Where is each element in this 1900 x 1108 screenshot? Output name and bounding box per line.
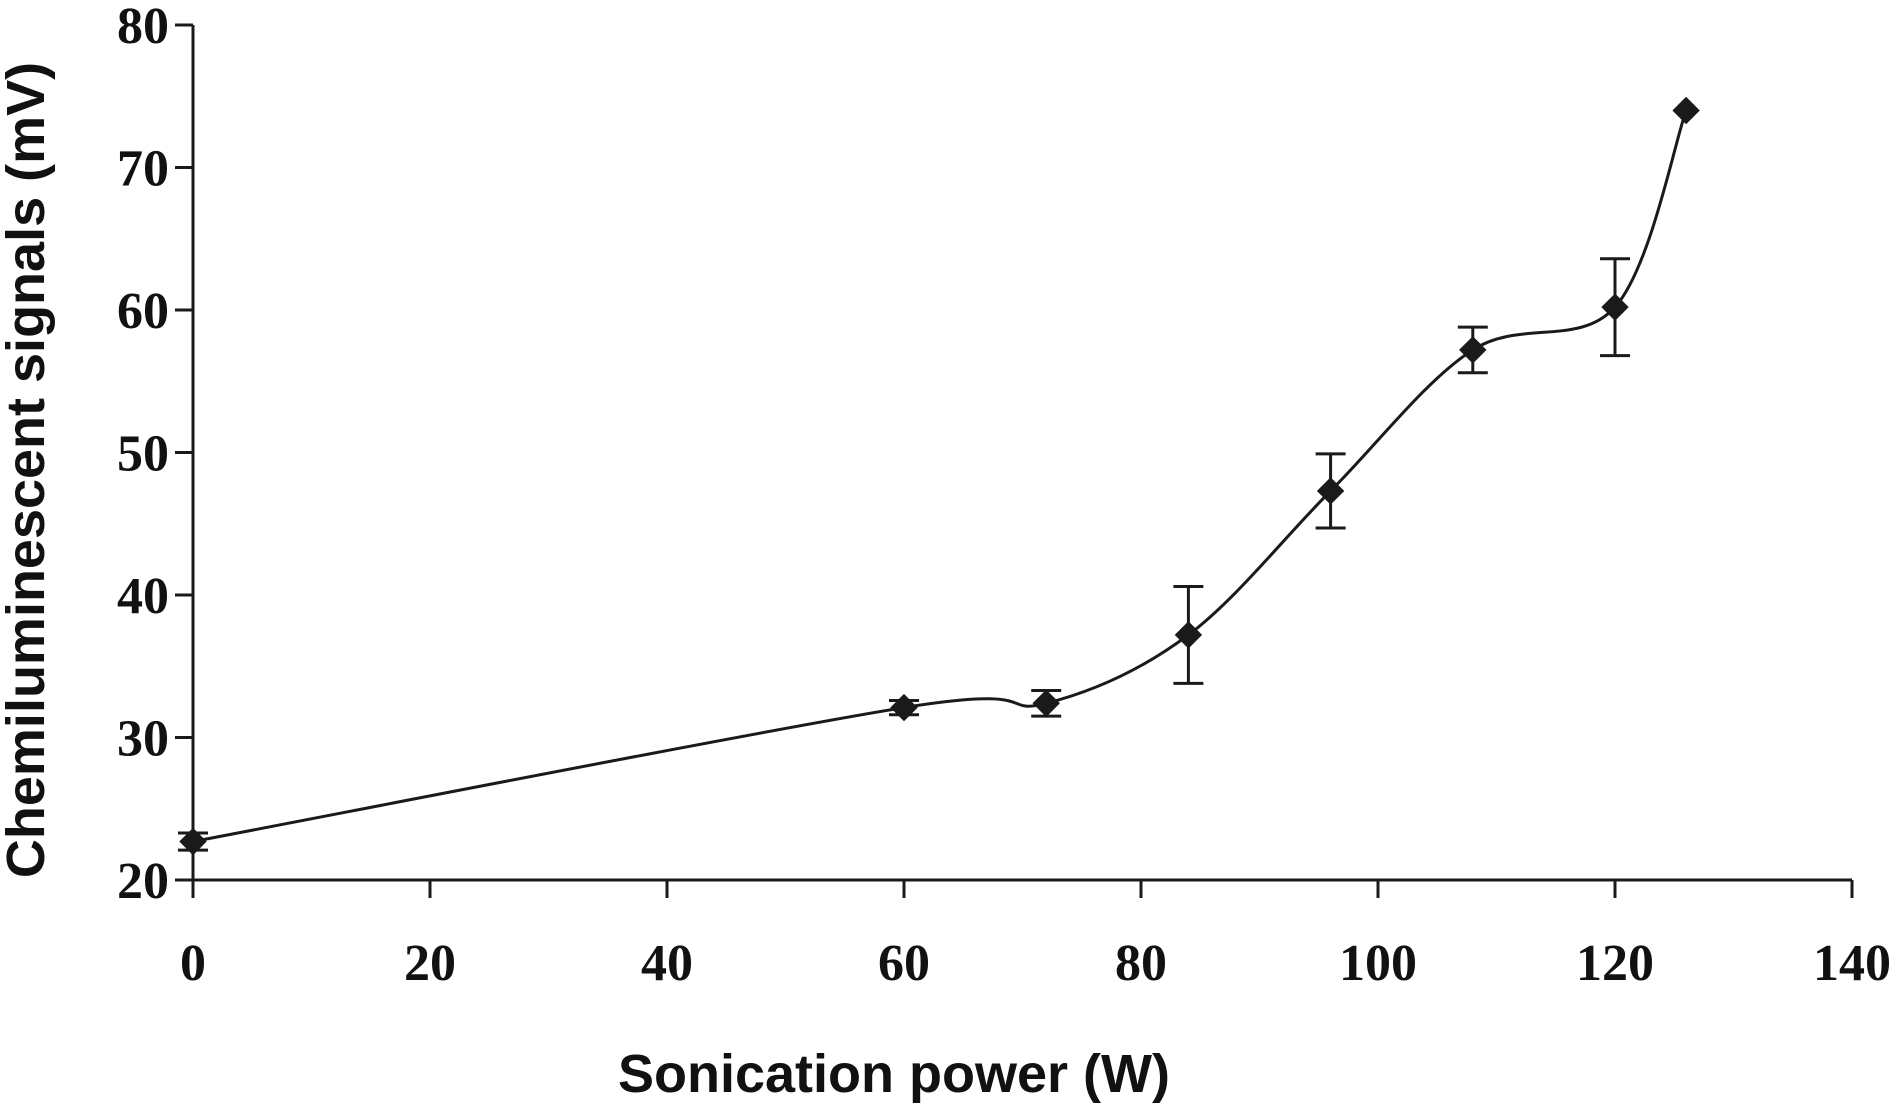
y-axis-title: Chemiluminescent signals (mV) bbox=[0, 62, 56, 878]
y-tick-label: 30 bbox=[117, 711, 169, 768]
x-tick-label: 40 bbox=[641, 935, 693, 992]
axes bbox=[191, 25, 1852, 882]
data-markers bbox=[179, 96, 1700, 856]
tick-marks bbox=[175, 23, 1854, 898]
series-line bbox=[192, 109, 1688, 843]
x-axis-title: Sonication power (W) bbox=[618, 1044, 1170, 1104]
data-point bbox=[1459, 336, 1487, 364]
data-point bbox=[179, 827, 207, 856]
y-tick-label: 80 bbox=[117, 0, 169, 55]
data-point bbox=[890, 693, 918, 722]
data-point bbox=[1174, 621, 1203, 649]
y-tick-label: 70 bbox=[117, 141, 169, 198]
error-bars bbox=[178, 257, 1630, 852]
data-point bbox=[1672, 96, 1700, 125]
x-tick-label: 20 bbox=[404, 935, 456, 992]
x-tick-label: 60 bbox=[878, 935, 930, 992]
y-tick-label: 50 bbox=[117, 426, 169, 483]
y-tick-label: 40 bbox=[117, 568, 169, 625]
x-tick-label: 80 bbox=[1115, 935, 1167, 992]
data-point bbox=[1601, 293, 1629, 321]
y-tick-label: 60 bbox=[117, 283, 169, 340]
x-tick-label: 140 bbox=[1813, 935, 1891, 992]
x-tick-label: 100 bbox=[1339, 935, 1417, 992]
data-point bbox=[1032, 689, 1060, 718]
x-tick-label: 120 bbox=[1576, 935, 1654, 992]
y-tick-label: 20 bbox=[117, 853, 169, 910]
data-point bbox=[1316, 477, 1345, 505]
x-tick-label: 0 bbox=[180, 935, 206, 992]
